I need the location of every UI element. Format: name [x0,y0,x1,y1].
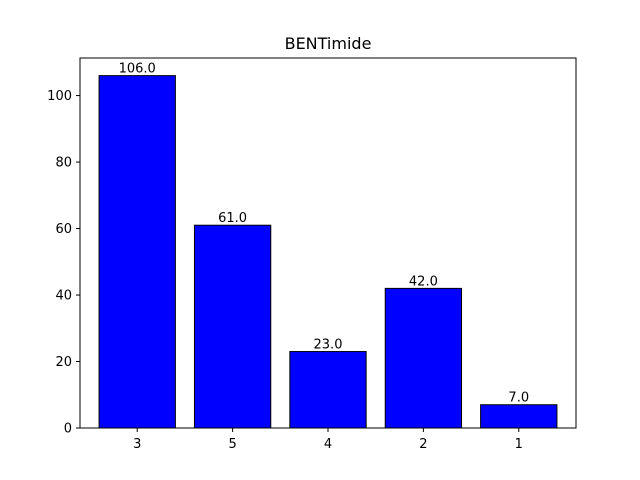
y-tick-label: 100 [47,89,72,104]
x-tick-label: 4 [324,437,332,452]
x-tick-label: 2 [419,437,427,452]
bar-value-label: 61.0 [218,211,247,226]
y-tick-label: 60 [55,222,72,237]
x-tick-label: 1 [515,437,523,452]
chart-title: BENTimide [285,34,372,53]
bar-labels-group: 106.0 61.0 23.0 42.0 7.0 [119,62,529,406]
y-axis: 0 20 40 60 80 100 [47,89,80,437]
x-tick-label: 3 [133,437,141,452]
y-tick-label: 0 [64,422,72,437]
bar-value-label: 42.0 [409,274,438,289]
bar-value-label: 23.0 [314,338,343,353]
bar-value-label: 106.0 [119,62,156,77]
bar-2 [384,287,463,429]
y-tick-label: 20 [55,355,72,370]
y-tick-label: 40 [55,289,72,304]
y-tick-label: 80 [55,156,72,171]
bar-4 [289,351,367,429]
bar-1 [480,404,558,429]
bar-5 [193,224,272,429]
bar-value-label: 7.0 [508,391,529,406]
bars-group [98,75,558,429]
bar-3 [98,75,176,429]
x-axis: 3 5 4 2 1 [133,428,523,452]
x-tick-label: 5 [228,437,236,452]
